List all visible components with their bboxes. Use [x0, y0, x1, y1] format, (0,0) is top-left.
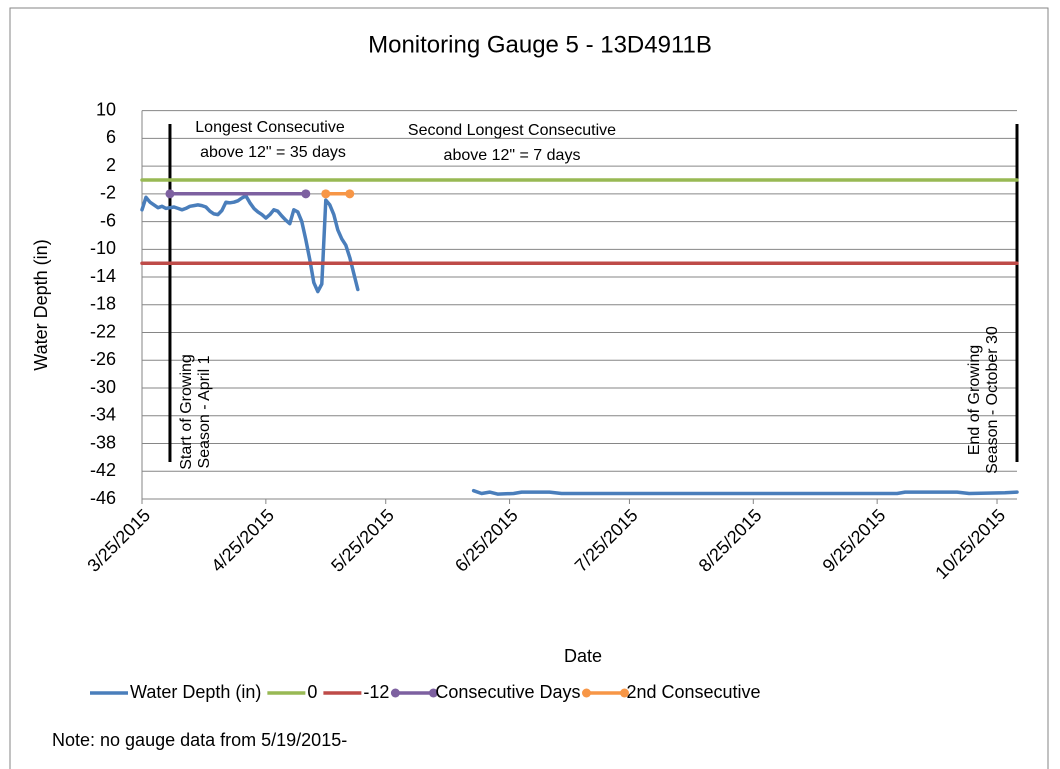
y-tick-label: 10 [96, 99, 116, 119]
legend-label: 0 [307, 682, 317, 702]
season-label: Season - October 30 [984, 326, 1001, 474]
series-marker [301, 189, 311, 199]
legend-marker [581, 688, 591, 698]
chart-title: Monitoring Gauge 5 - 13D4911B [368, 31, 712, 58]
legend-label: Consecutive Days [435, 682, 580, 702]
series-marker [345, 189, 355, 199]
legend-label: -12 [363, 682, 389, 702]
series-line [140, 194, 1019, 496]
y-tick-label: -22 [90, 321, 116, 341]
y-tick-label: -6 [100, 210, 116, 230]
season-label: Start of Growing [178, 354, 195, 470]
legend-label: 2nd Consecutive [626, 682, 760, 702]
legend-marker [428, 688, 438, 698]
x-axis-title: Date [564, 646, 602, 666]
y-tick-label: 2 [106, 155, 116, 175]
annotation: Longest Consecutive [195, 119, 345, 136]
y-tick-label: -18 [90, 294, 116, 314]
y-tick-label: -38 [90, 432, 116, 452]
legend-marker [619, 688, 629, 698]
y-tick-label: 6 [106, 127, 116, 147]
annotation: Second Longest Consecutive [408, 122, 616, 139]
y-tick-label: -10 [90, 238, 116, 258]
annotation: above 12" = 7 days [444, 147, 581, 164]
legend-marker [390, 688, 400, 698]
y-tick-label: -30 [90, 377, 116, 397]
series-marker [165, 189, 175, 199]
y-tick-label: -46 [90, 488, 116, 508]
y-tick-label: -14 [90, 266, 116, 286]
series-marker [321, 189, 331, 199]
y-tick-label: -34 [90, 405, 116, 425]
y-axis-title: Water Depth (in) [31, 239, 51, 370]
season-label: Season - April 1 [196, 355, 213, 468]
season-label: End of Growing [966, 345, 983, 455]
annotation: above 12" = 35 days [200, 144, 346, 161]
note: Note: no gauge data from 5/19/2015- [52, 730, 347, 750]
y-tick-label: -26 [90, 349, 116, 369]
y-tick-label: -2 [100, 183, 116, 203]
y-tick-label: -42 [90, 460, 116, 480]
legend-label: Water Depth (in) [130, 682, 261, 702]
